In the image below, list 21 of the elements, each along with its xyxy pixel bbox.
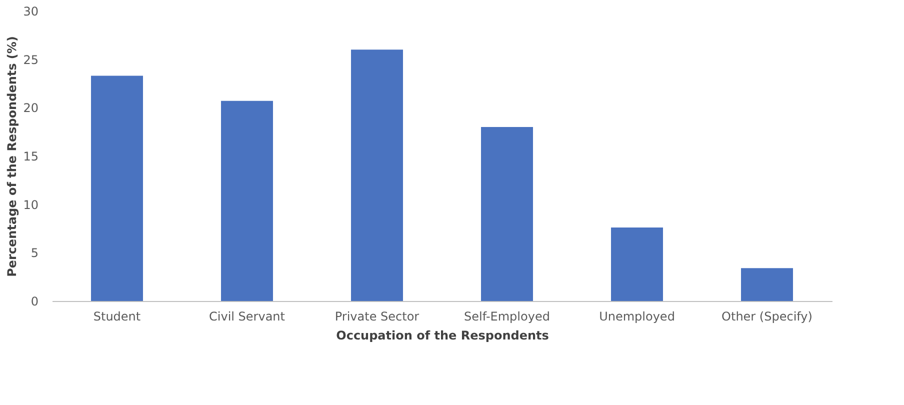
bar (91, 76, 143, 301)
x-tick-label: Other (Specify) (722, 310, 812, 324)
y-tick-label: 10 (23, 198, 38, 212)
x-tick-label: Self-Employed (464, 310, 550, 324)
bar (741, 268, 793, 301)
x-tick-label: Civil Servant (209, 310, 286, 324)
y-axis-title: Percentage of the Respondents (%) (5, 36, 20, 277)
x-tick-label: Student (93, 310, 141, 324)
y-tick-label: 30 (23, 4, 38, 18)
x-tick-label: Private Sector (334, 310, 420, 324)
bar (481, 127, 533, 301)
y-tick-label: 5 (30, 246, 38, 260)
x-tick-label: Unemployed (599, 310, 675, 324)
y-tick-label: 0 (30, 294, 38, 308)
y-tick-label: 20 (23, 101, 38, 116)
y-tick-label: 25 (23, 52, 38, 67)
bar (351, 50, 403, 301)
bar (611, 228, 663, 301)
y-tick-label: 15 (23, 150, 38, 164)
bar (221, 100, 273, 301)
x-axis-title: Occupation of the Respondents (336, 328, 549, 342)
